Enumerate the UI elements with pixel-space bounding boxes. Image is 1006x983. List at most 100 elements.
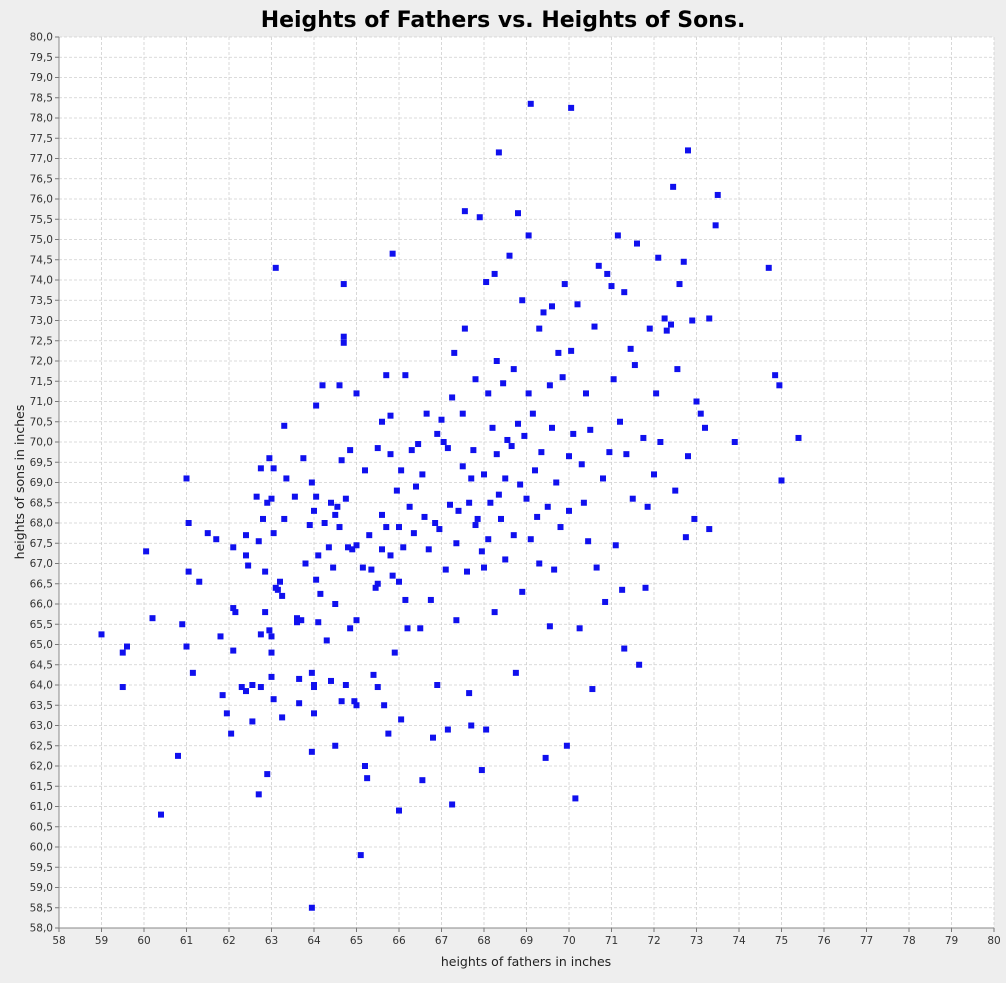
data-point — [572, 795, 579, 802]
data-point — [651, 471, 657, 478]
data-point — [294, 619, 300, 626]
data-point — [655, 254, 662, 261]
data-point — [294, 615, 300, 622]
data-point — [185, 520, 192, 526]
data-point — [606, 449, 613, 456]
data-point — [498, 515, 504, 522]
data-point — [238, 684, 245, 691]
data-point — [308, 479, 315, 486]
data-point — [493, 358, 500, 364]
data-point — [268, 633, 275, 640]
data-point — [323, 637, 330, 644]
data-point — [504, 436, 511, 443]
data-point — [551, 566, 558, 573]
data-point — [319, 382, 326, 389]
data-point — [438, 416, 445, 423]
data-point — [672, 487, 679, 494]
data-point — [230, 544, 237, 551]
data-point — [270, 530, 277, 537]
data-point — [440, 439, 447, 445]
data-point — [519, 297, 526, 304]
data-point — [274, 586, 281, 593]
data-point — [389, 250, 396, 257]
data-point — [383, 524, 390, 531]
data-point — [674, 366, 681, 373]
data-point — [481, 564, 487, 571]
data-point — [217, 633, 224, 640]
data-point — [495, 491, 502, 498]
data-point — [332, 601, 339, 607]
data-point — [340, 281, 347, 288]
data-point — [362, 763, 368, 769]
data-point — [255, 791, 262, 798]
y-tick-label: 66,0 — [30, 599, 53, 611]
x-tick-label: 70 — [562, 935, 575, 947]
data-point — [591, 323, 598, 330]
data-point — [714, 191, 721, 198]
y-tick-label: 78,5 — [30, 92, 53, 104]
data-point — [436, 526, 443, 533]
data-point — [270, 465, 277, 472]
data-point — [230, 605, 237, 612]
y-tick-label: 73,0 — [30, 315, 53, 327]
data-point — [228, 730, 235, 737]
data-point — [459, 410, 466, 417]
y-tick-label: 68,0 — [30, 518, 53, 530]
data-point — [510, 532, 517, 539]
data-point — [249, 682, 256, 688]
data-point — [682, 534, 689, 541]
data-point — [245, 562, 252, 569]
data-point — [425, 546, 432, 553]
data-point — [515, 210, 521, 217]
data-point — [461, 325, 468, 332]
data-point — [544, 503, 551, 510]
y-tick-label: 59,5 — [30, 862, 53, 874]
data-point — [466, 499, 473, 506]
data-point — [379, 511, 385, 518]
x-tick-label: 61 — [180, 935, 193, 947]
data-point — [423, 410, 430, 417]
data-point — [311, 710, 317, 717]
y-tick-label: 62,0 — [30, 761, 53, 773]
y-tick-label: 58,5 — [30, 902, 53, 914]
data-point — [546, 623, 553, 630]
data-point — [636, 661, 643, 668]
y-tick-label: 76,0 — [30, 194, 53, 206]
data-point — [362, 467, 368, 474]
data-point — [351, 698, 358, 705]
data-point — [449, 394, 456, 401]
data-point — [595, 262, 602, 269]
data-point — [693, 398, 700, 405]
data-point — [489, 424, 496, 431]
y-tick-label: 75,0 — [30, 234, 53, 246]
data-point — [313, 576, 320, 583]
data-point — [670, 183, 677, 190]
data-point — [466, 690, 473, 697]
data-point — [296, 700, 303, 707]
data-point — [374, 580, 381, 587]
y-tick-label: 63,0 — [30, 720, 53, 732]
data-point — [315, 619, 322, 626]
data-point — [502, 556, 509, 563]
x-tick-label: 58 — [52, 935, 65, 947]
data-point — [262, 609, 269, 616]
y-tick-label: 60,0 — [30, 842, 53, 854]
data-point — [470, 447, 477, 454]
data-point — [300, 455, 307, 462]
grid-lines — [58, 36, 995, 929]
data-point — [196, 578, 203, 585]
x-axis-ticks: 58 59 60 61 62 63 64 65 66 67 68 69 70 71 72 73 74 75 76 77… — [52, 928, 1001, 947]
data-point — [689, 317, 696, 324]
x-tick-label: 71 — [605, 935, 618, 947]
x-tick-label: 72 — [647, 935, 660, 947]
data-point — [149, 615, 156, 622]
data-point — [621, 289, 628, 296]
data-point — [400, 544, 407, 551]
x-tick-label: 59 — [95, 935, 108, 947]
x-tick-label: 66 — [392, 935, 406, 947]
data-point — [444, 726, 451, 733]
data-point — [366, 532, 373, 539]
data-point — [563, 742, 570, 749]
data-point — [559, 374, 566, 381]
